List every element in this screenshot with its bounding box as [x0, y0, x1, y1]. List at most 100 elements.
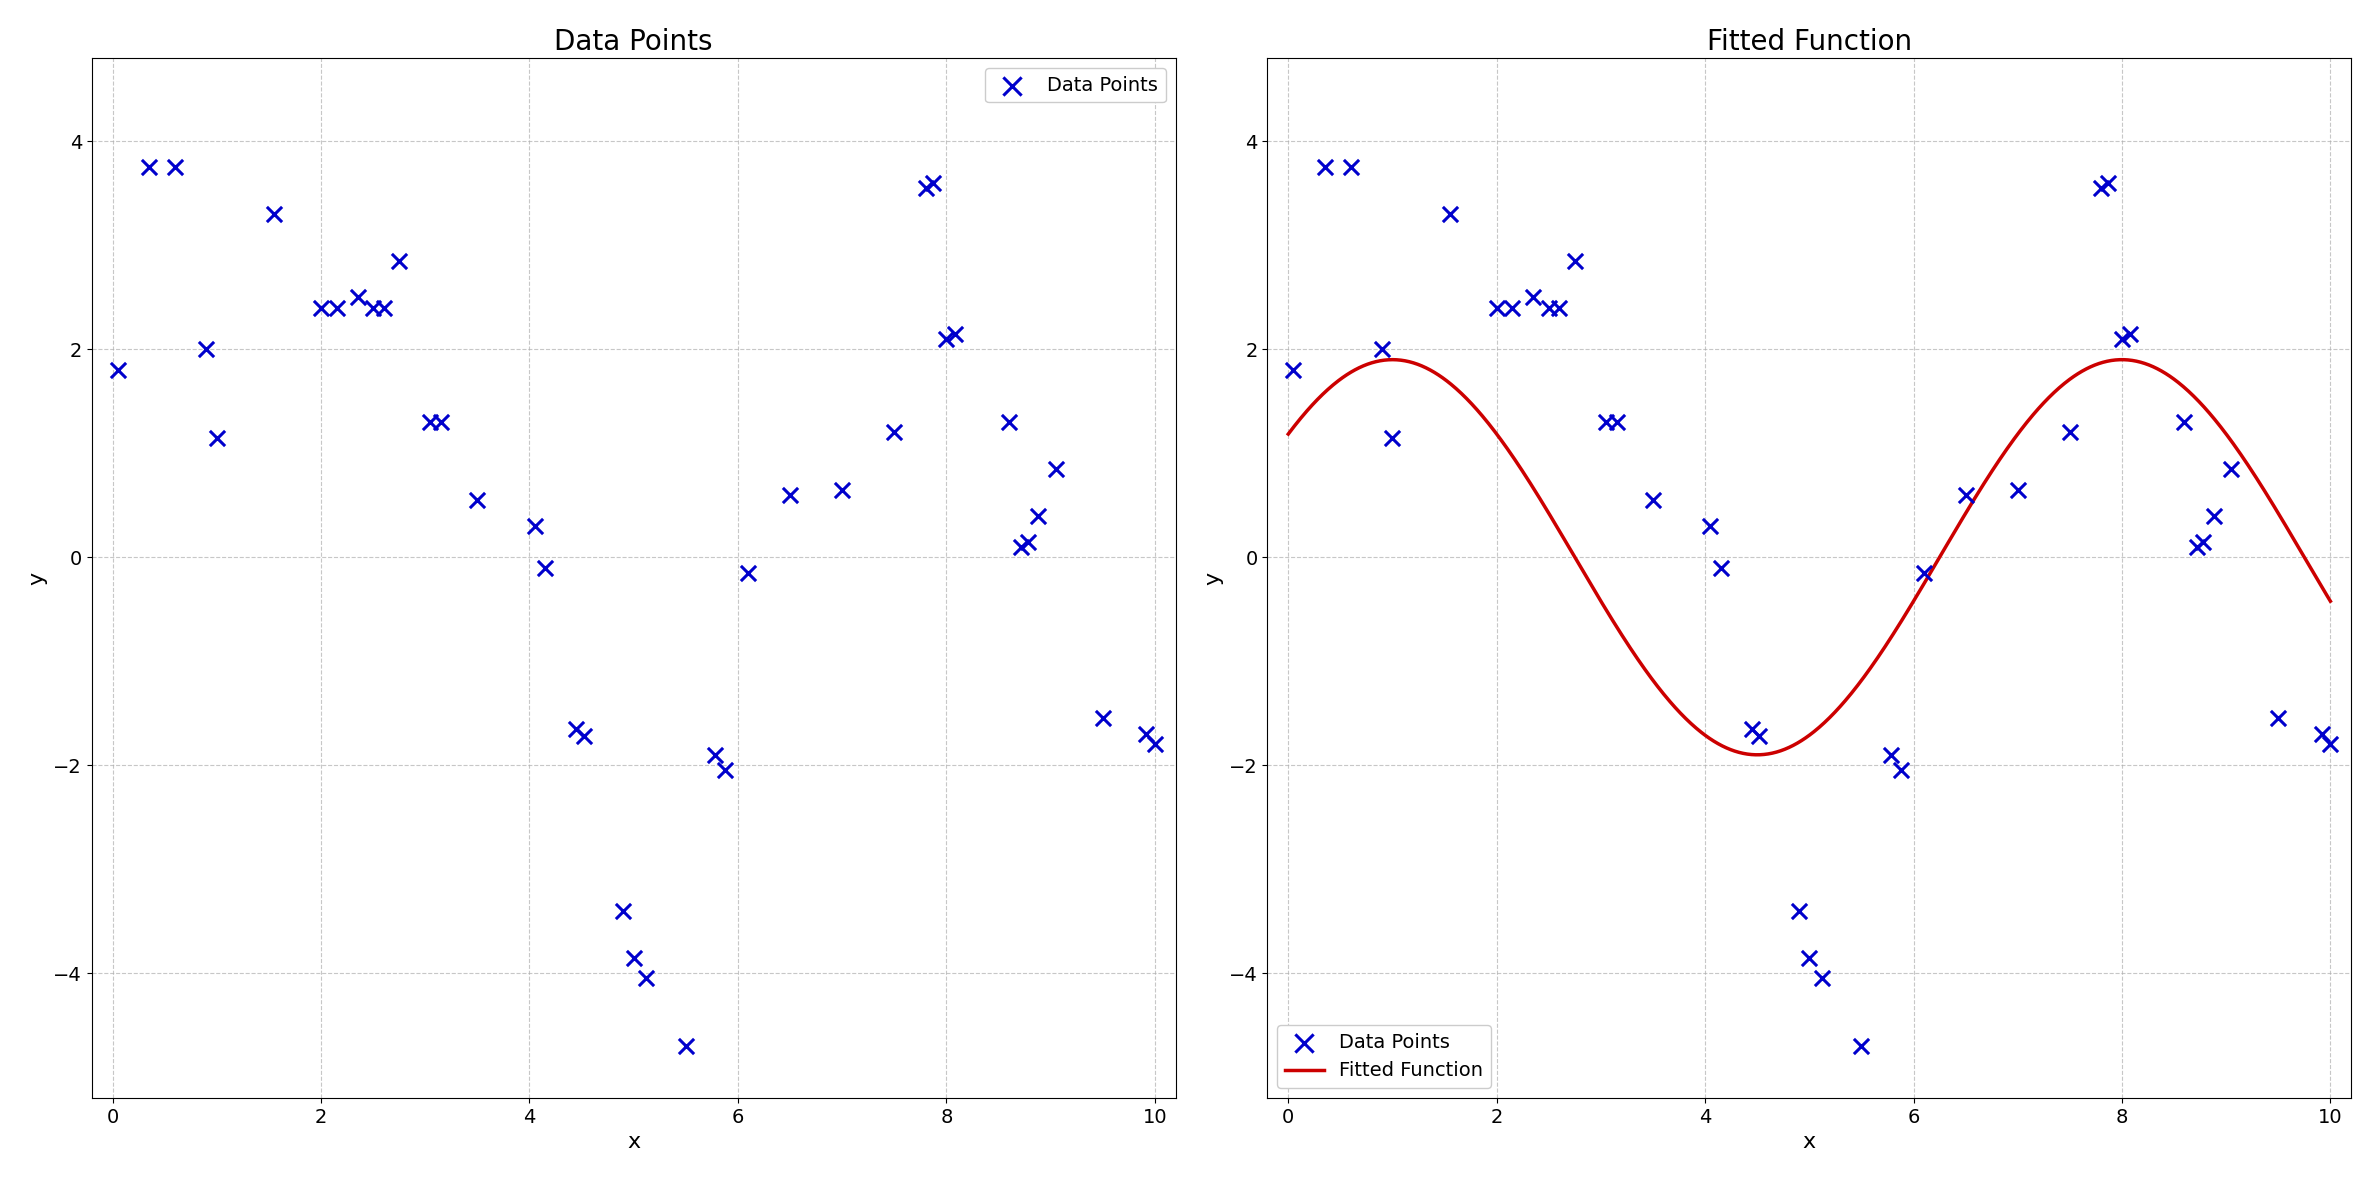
Title: Fitted Function: Fitted Function	[1706, 28, 1913, 55]
Fitted Function	[1734, 747, 1763, 761]
Data Points	[2212, 459, 2251, 478]
Data Points	[1513, 288, 1551, 307]
Data Points	[2184, 532, 2222, 551]
Data Points	[935, 324, 973, 343]
Data Points	[1556, 251, 1594, 270]
Data Points	[2196, 506, 2234, 525]
Fitted Function	[1696, 732, 1725, 746]
Data Points	[1018, 506, 1056, 525]
Title: Data Points: Data Points	[554, 28, 714, 55]
Data Points	[928, 329, 966, 348]
Data Points	[875, 422, 914, 441]
Data Points	[1306, 158, 1344, 177]
Data Points	[2312, 735, 2350, 754]
Data Points	[197, 428, 236, 447]
Data Points	[1363, 340, 1401, 359]
Data Points	[1430, 204, 1468, 223]
Data Points	[354, 299, 393, 317]
Data Points	[1634, 491, 1672, 510]
Fitted Function	[1275, 427, 1304, 441]
Data Points	[1691, 517, 1730, 536]
Data Points	[614, 948, 652, 966]
Data Points	[1128, 725, 1166, 743]
Data Points	[1791, 948, 1829, 966]
X-axis label: x: x	[628, 1133, 640, 1152]
Fitted Function	[1382, 353, 1411, 367]
Data Points	[914, 173, 952, 192]
Data Points	[564, 727, 602, 746]
Fitted Function	[2089, 355, 2117, 369]
Fitted Function	[1991, 444, 2020, 458]
X-axis label: x: x	[1803, 1133, 1815, 1152]
Data Points	[381, 251, 419, 270]
Data Points	[1587, 413, 1625, 432]
Data Points	[2110, 324, 2148, 343]
Data Points	[421, 413, 459, 432]
Data Points	[188, 340, 226, 359]
Data Points	[1596, 413, 1634, 432]
Data Points	[2260, 709, 2298, 728]
Data Points	[1803, 969, 1841, 988]
Data Points	[1872, 746, 1910, 765]
Legend: Data Points, Fitted Function: Data Points, Fitted Function	[1278, 1025, 1492, 1088]
Data Points	[1002, 537, 1040, 556]
Data Points	[338, 288, 376, 307]
Data Points	[823, 480, 861, 499]
Data Points	[1741, 727, 1779, 746]
Data Points	[557, 720, 595, 739]
Data Points	[1841, 1036, 1879, 1055]
Data Points	[2051, 422, 2089, 441]
Y-axis label: y: y	[1204, 571, 1223, 584]
Data Points	[707, 761, 745, 780]
Data Points	[730, 563, 768, 582]
Data Points	[2303, 725, 2341, 743]
Data Points	[1701, 558, 1739, 577]
Data Points	[666, 1036, 704, 1055]
Data Points	[1082, 709, 1121, 728]
Data Points	[2165, 413, 2203, 432]
Data Points	[1037, 459, 1075, 478]
Data Points	[990, 413, 1028, 432]
Data Points	[157, 158, 195, 177]
Data Points	[628, 969, 666, 988]
Data Points	[2103, 329, 2141, 348]
Data Points	[1275, 361, 1313, 380]
Data Points	[2177, 537, 2215, 556]
Data Points	[1009, 532, 1047, 551]
Data Points	[302, 299, 340, 317]
Data Points	[526, 558, 564, 577]
Data Points	[2082, 178, 2120, 197]
Legend: Data Points: Data Points	[985, 67, 1166, 103]
Data Points	[1882, 761, 1920, 780]
Data Points	[771, 485, 809, 504]
Data Points	[2089, 173, 2127, 192]
Data Points	[459, 491, 497, 510]
Data Points	[1539, 299, 1577, 317]
Data Points	[255, 204, 293, 223]
Y-axis label: y: y	[29, 571, 48, 584]
Data Points	[1779, 902, 1818, 920]
Data Points	[516, 517, 554, 536]
Data Points	[1906, 563, 1944, 582]
Data Points	[1998, 480, 2036, 499]
Data Points	[1332, 158, 1370, 177]
Data Points	[906, 178, 944, 197]
Fitted Function	[1744, 748, 1772, 762]
Data Points	[412, 413, 450, 432]
Fitted Function	[2108, 353, 2136, 367]
Data Points	[1946, 485, 1984, 504]
Data Points	[1373, 428, 1411, 447]
Line: Fitted Function: Fitted Function	[1289, 360, 2331, 755]
Data Points	[364, 299, 402, 317]
Data Points	[1732, 720, 1770, 739]
Fitted Function	[1377, 353, 1406, 367]
Data Points	[1530, 299, 1568, 317]
Data Points	[131, 158, 169, 177]
Data Points	[697, 746, 735, 765]
Data Points	[604, 902, 642, 920]
Data Points	[1477, 299, 1515, 317]
Fitted Function	[2317, 594, 2346, 608]
Data Points	[1494, 299, 1532, 317]
Data Points	[100, 361, 138, 380]
Data Points	[1135, 735, 1173, 754]
